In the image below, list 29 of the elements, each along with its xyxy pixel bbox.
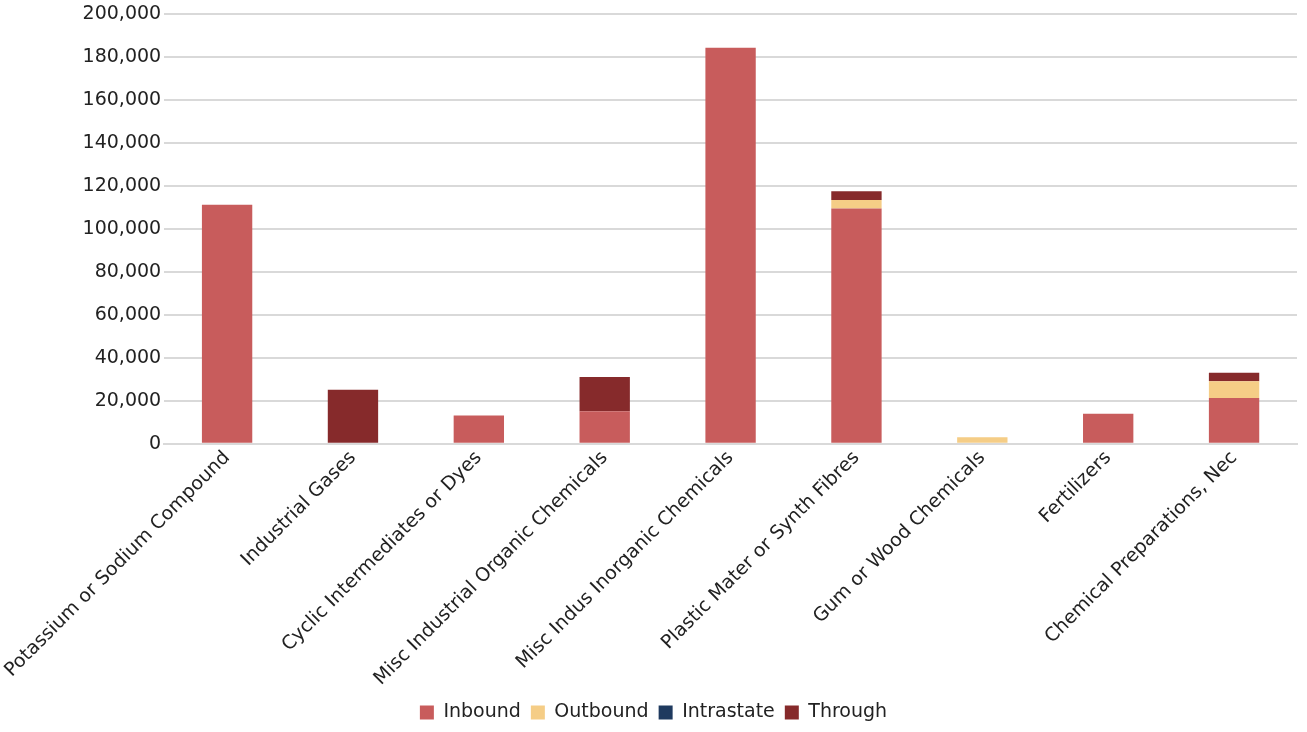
y-tick-label: 160,000 [82, 87, 162, 110]
bar [201, 204, 253, 443]
bar [831, 208, 882, 443]
y-tick-label: 200,000 [82, 1, 162, 24]
bar [831, 191, 882, 200]
bar [1208, 372, 1260, 382]
y-tick-label: 100,000 [82, 216, 162, 239]
bar [1208, 381, 1260, 399]
bar [579, 411, 630, 443]
bar [1083, 413, 1134, 443]
y-tick-label: 0 [149, 430, 162, 453]
bar [705, 47, 756, 443]
legend-label: Intrastate [682, 699, 775, 722]
bar [831, 199, 882, 209]
legend-label: Outbound [554, 699, 649, 722]
bar [579, 376, 630, 412]
y-tick-label: 20,000 [94, 387, 162, 410]
bar [957, 437, 1008, 443]
legend-label: Through [807, 699, 888, 722]
bar [1208, 398, 1260, 443]
y-tick-label: 180,000 [82, 44, 162, 67]
y-tick-label: 80,000 [94, 258, 162, 281]
y-tick-label: 120,000 [82, 173, 162, 196]
bar [327, 389, 379, 443]
y-tick-label: 60,000 [94, 301, 162, 324]
bar [453, 415, 505, 443]
legend-label: Inbound [443, 699, 521, 722]
y-tick-label: 40,000 [94, 344, 162, 367]
y-tick-label: 140,000 [82, 130, 162, 153]
